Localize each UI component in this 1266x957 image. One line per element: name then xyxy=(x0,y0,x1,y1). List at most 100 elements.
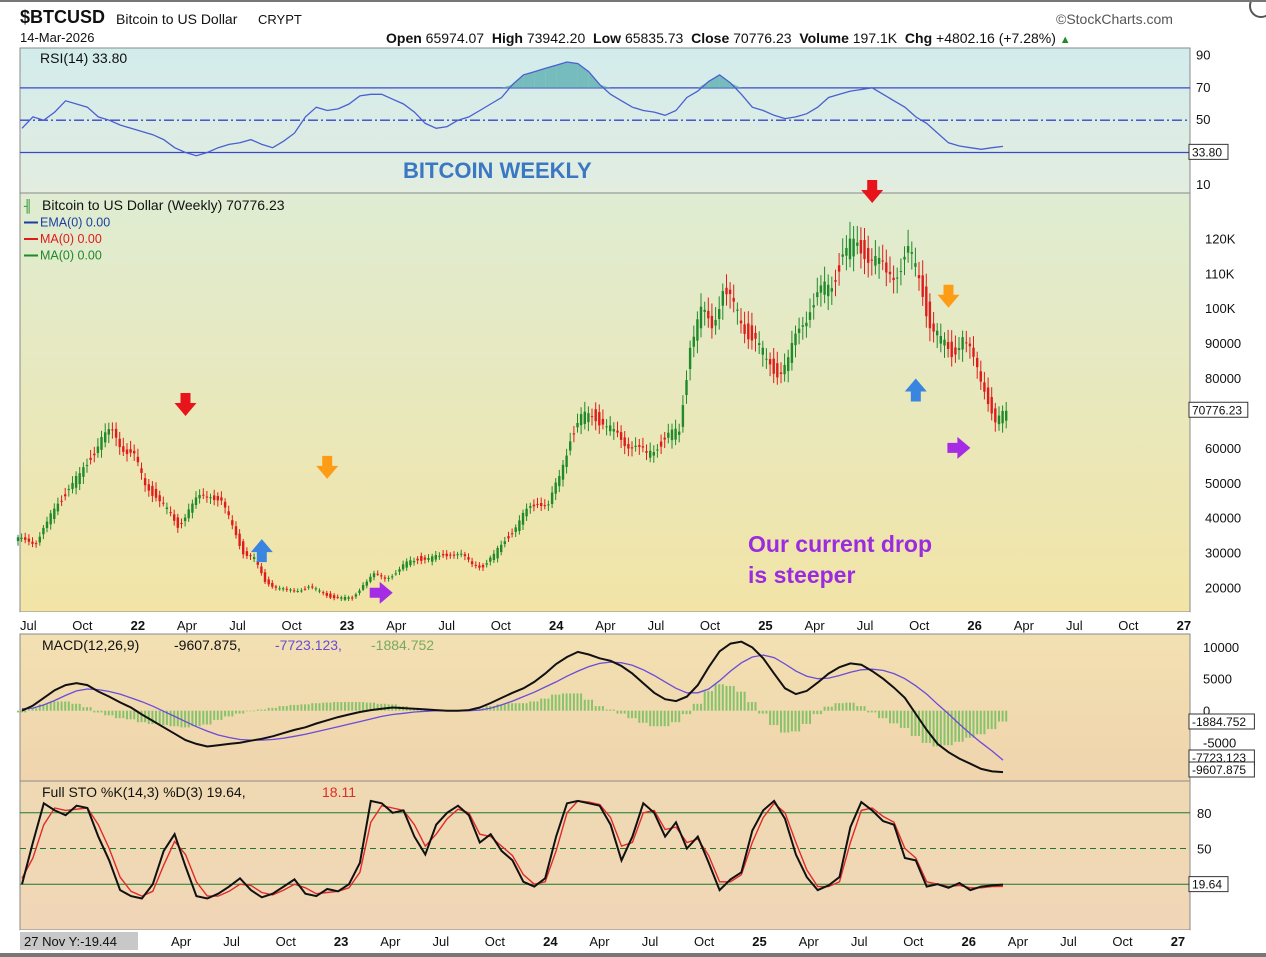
macd-histogram-bar xyxy=(71,703,74,711)
candle-body xyxy=(423,557,427,560)
candle-body xyxy=(85,464,89,467)
macd-histogram-bar xyxy=(870,710,873,713)
macd-histogram-bar xyxy=(849,702,851,711)
candle-body xyxy=(282,588,285,590)
candle-body xyxy=(507,536,510,539)
rsi-value-tag-box xyxy=(1188,143,1229,160)
macd-tick-label: -5000 xyxy=(1203,736,1236,751)
macd-histogram-bar xyxy=(899,710,902,728)
macd-value-tag: -9607.875 xyxy=(1192,763,1246,777)
rsi-overbought-fill xyxy=(545,65,557,88)
candle-body xyxy=(721,291,724,306)
candle-body xyxy=(318,590,321,592)
macd-histogram-bar xyxy=(27,708,30,711)
candle-body xyxy=(387,577,390,579)
low-label: Low xyxy=(593,30,622,46)
candle-body xyxy=(765,358,768,360)
macd-histogram-bar xyxy=(17,710,19,713)
candle-body xyxy=(441,554,445,556)
macd-histogram-bar xyxy=(274,707,277,711)
close-label: Close xyxy=(691,30,730,46)
bottom-tick-label: 23 xyxy=(334,934,348,949)
macd-histogram-bar xyxy=(583,699,586,711)
macd-histogram-bar xyxy=(260,709,263,711)
candle-body xyxy=(183,517,187,522)
macd-histogram-bar xyxy=(925,710,928,743)
candle-body xyxy=(663,437,666,440)
macd-histogram-bar xyxy=(500,704,503,711)
macd-histogram-bar xyxy=(565,693,568,711)
macd-histogram-bar xyxy=(591,699,593,711)
candle-body xyxy=(252,557,256,560)
candle-body xyxy=(274,586,278,588)
candle-body xyxy=(743,324,746,334)
candle-body xyxy=(107,429,110,435)
macd-histogram-bar xyxy=(612,709,615,711)
macd-histogram-bar xyxy=(75,703,78,711)
volume-value: 197.1K xyxy=(852,30,898,46)
x-tick-label: Apr xyxy=(595,618,616,633)
close-icon[interactable] xyxy=(1249,0,1266,18)
macd-histogram-bar xyxy=(329,702,332,711)
candle-body xyxy=(285,588,288,590)
macd-histogram-bar xyxy=(46,704,48,711)
macd-histogram-bar xyxy=(732,685,735,711)
x-tick-label: Apr xyxy=(1014,618,1035,633)
candle-body xyxy=(510,533,514,535)
candle-body xyxy=(409,560,412,566)
macd-histogram-bar xyxy=(736,691,739,711)
macd-tick-label: 0 xyxy=(1203,704,1210,719)
candle-body xyxy=(805,322,808,327)
candle-body xyxy=(38,536,41,543)
macd-value: -9607.875, xyxy=(174,637,241,653)
candle-body xyxy=(979,371,982,382)
macd-histogram-bar xyxy=(747,702,750,711)
macd-histogram-bar xyxy=(198,710,201,727)
macd-histogram-bar xyxy=(60,701,63,711)
candle-body xyxy=(122,446,125,452)
macd-histogram-bar xyxy=(115,710,118,719)
macd-histogram-bar xyxy=(819,710,822,715)
candle-body xyxy=(263,572,267,582)
candle-body xyxy=(972,347,975,357)
candle-body xyxy=(543,505,546,507)
macd-histogram-bar xyxy=(707,691,710,711)
candle-body xyxy=(921,275,924,297)
candle-body xyxy=(917,275,921,279)
price-panel xyxy=(19,192,1191,613)
macd-histogram-bar xyxy=(100,710,103,713)
macd-histogram-bar xyxy=(129,710,132,720)
brand-logo[interactable]: ©StockCharts.com xyxy=(1056,11,1173,27)
candle-body xyxy=(420,555,423,561)
candle-body xyxy=(932,323,935,332)
macd-histogram-bar xyxy=(623,710,626,714)
rsi-value-tag: 33.80 xyxy=(1192,145,1222,159)
macd-histogram-bar xyxy=(104,710,107,716)
x-tick-label: Jul xyxy=(438,618,455,633)
candle-body xyxy=(605,426,608,428)
candle-body xyxy=(841,254,844,257)
macd-histogram-bar xyxy=(692,703,695,711)
macd-value-tag-box xyxy=(1188,761,1255,778)
rsi-overbought-fill xyxy=(719,74,731,88)
candle-body xyxy=(819,285,823,293)
macd-histogram-bar xyxy=(620,710,623,714)
macd-histogram-bar xyxy=(325,702,328,711)
candle-body xyxy=(870,259,873,261)
candle-body xyxy=(485,563,488,565)
macd-histogram-bar xyxy=(496,704,499,711)
candle-body xyxy=(78,473,81,485)
candle-body xyxy=(576,422,579,428)
macd-histogram-bar xyxy=(605,709,608,711)
candle-body xyxy=(794,333,797,346)
rsi-tick-label: 50 xyxy=(1196,112,1210,127)
candle-body xyxy=(351,597,354,599)
macd-histogram-bar xyxy=(627,710,630,719)
macd-histogram-bar xyxy=(376,703,379,711)
low-value: 65835.73 xyxy=(624,30,684,46)
macd-histogram-bar xyxy=(322,702,325,711)
candle-body xyxy=(521,512,525,525)
candle-body xyxy=(460,553,463,555)
arrow-down-orange xyxy=(316,455,339,479)
arrow-right-purple xyxy=(369,581,393,604)
